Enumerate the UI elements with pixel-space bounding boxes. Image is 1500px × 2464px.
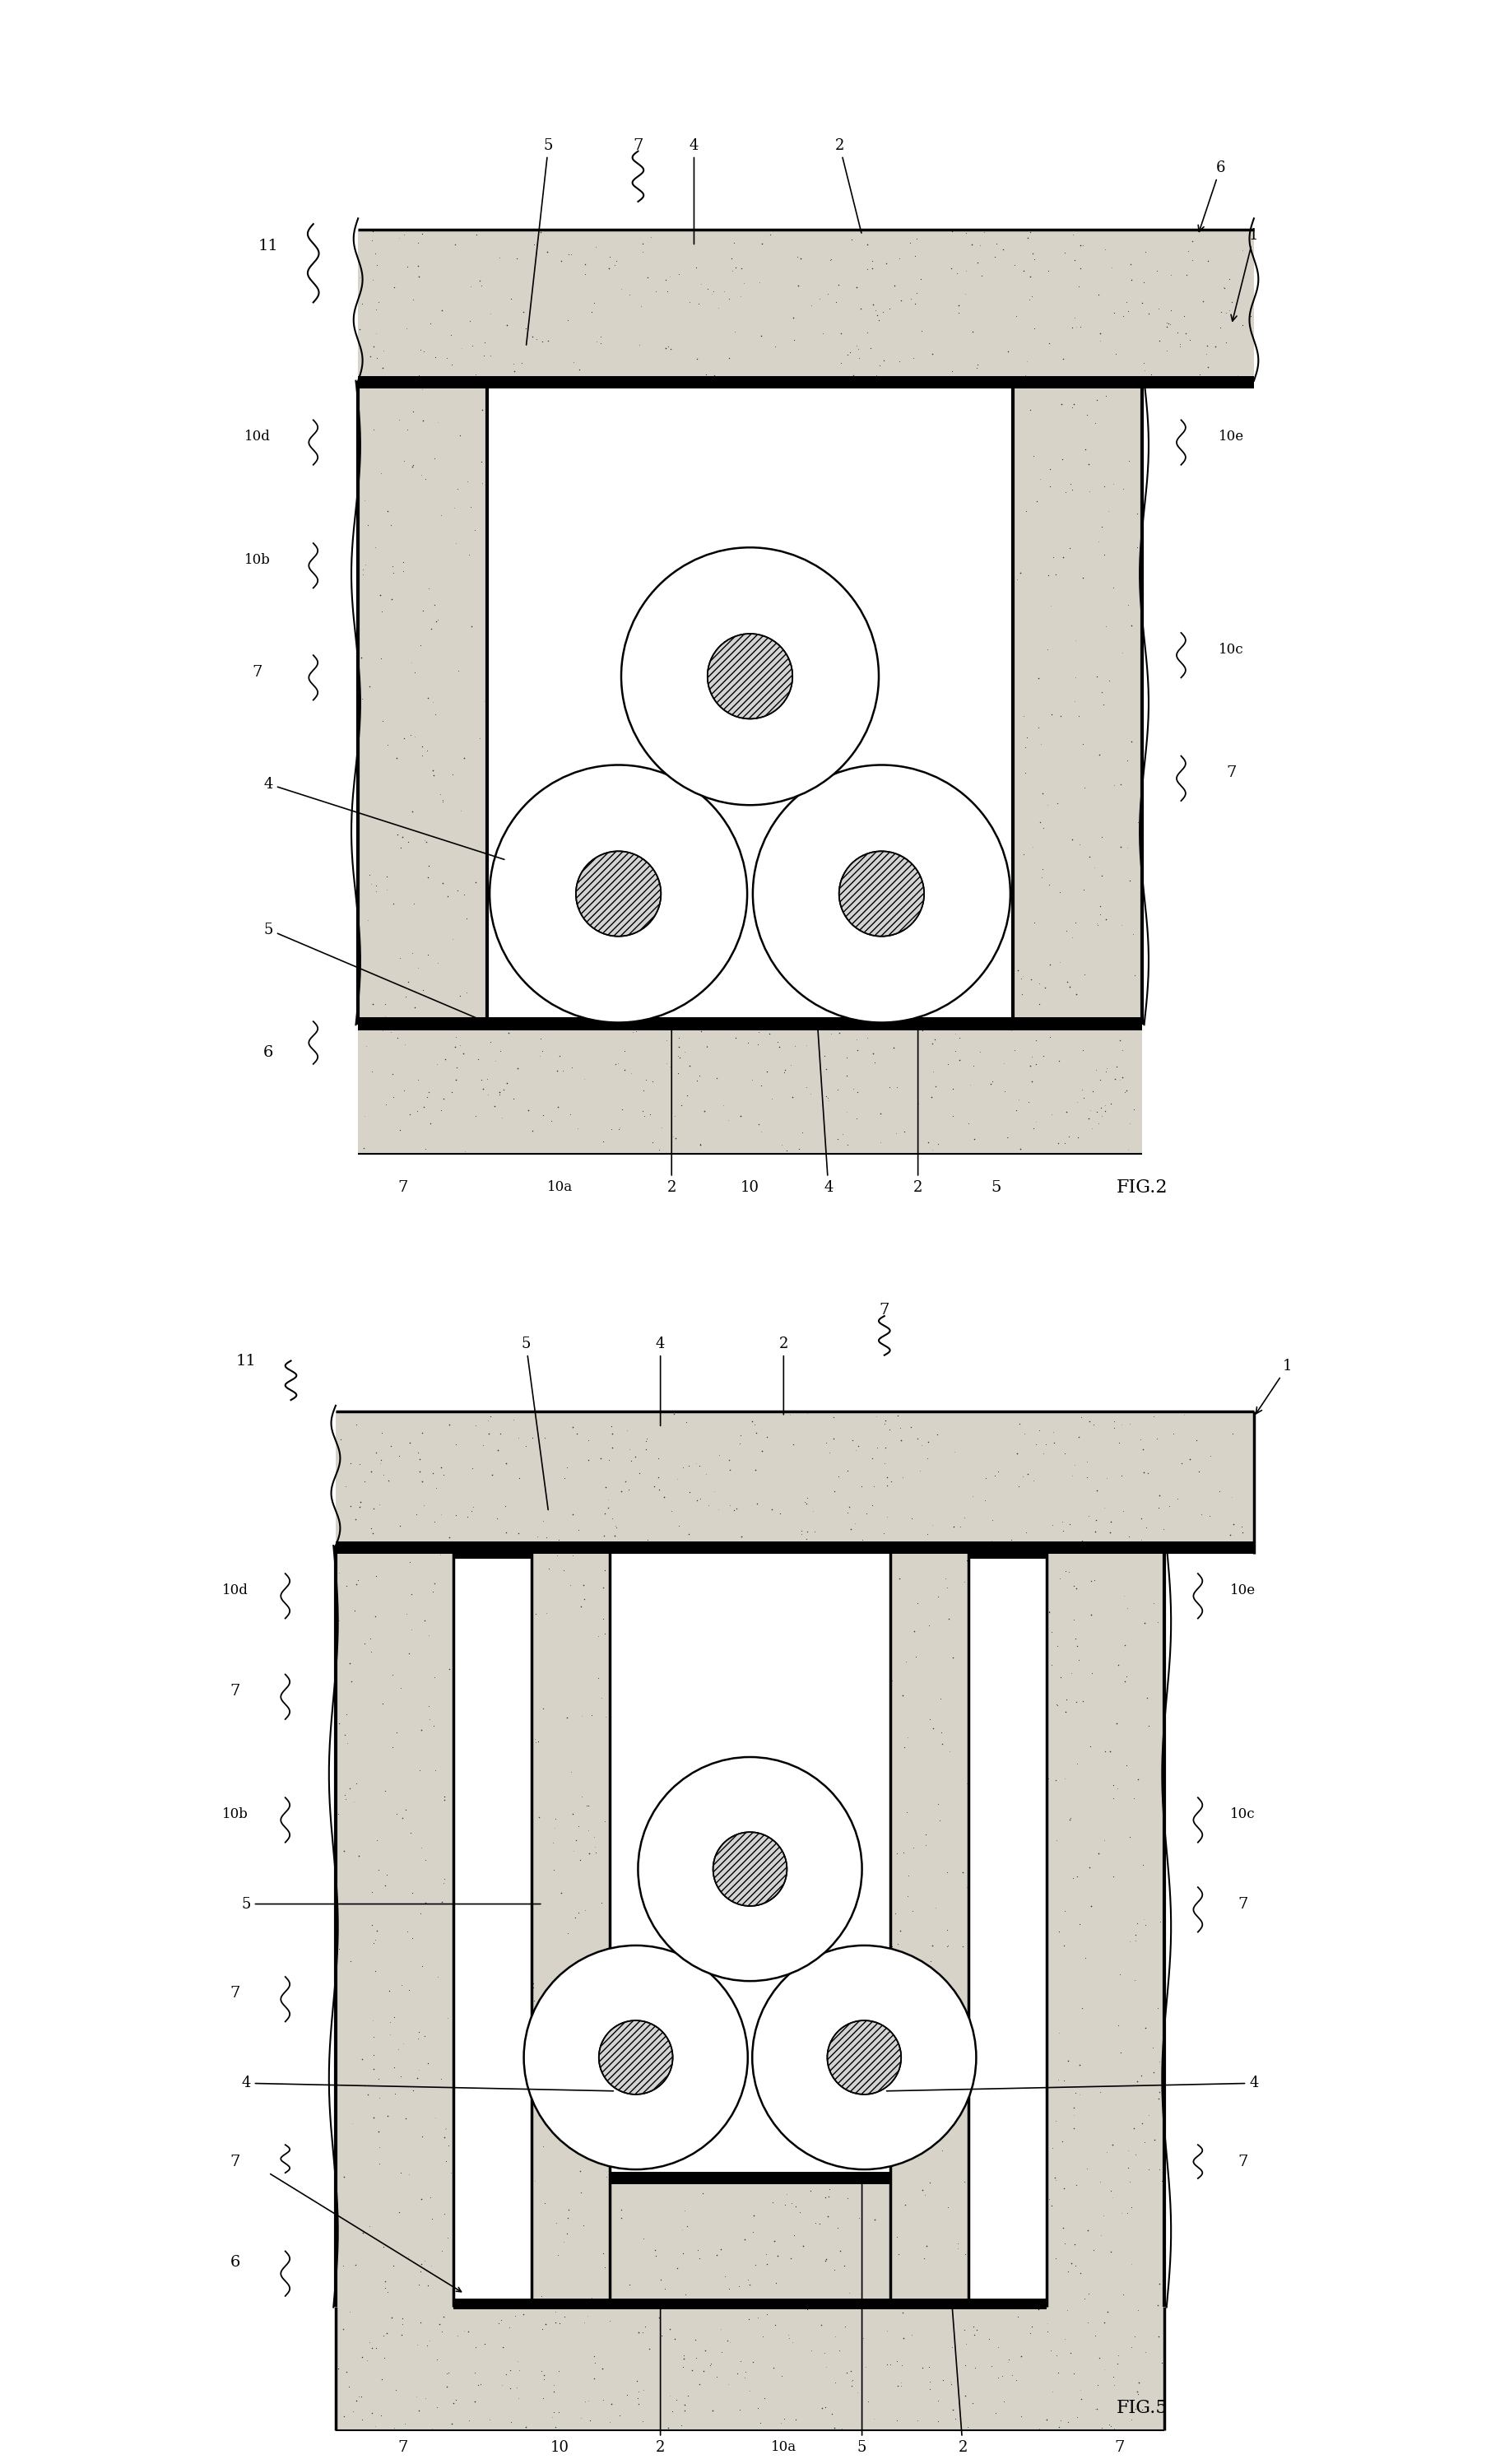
Text: 7: 7 bbox=[879, 1303, 890, 1318]
Bar bbox=[358, 382, 488, 1025]
Bar bbox=[531, 1545, 610, 2306]
Text: 2: 2 bbox=[913, 1023, 922, 1195]
Bar bbox=[336, 1545, 453, 2306]
Bar bbox=[453, 1545, 531, 2306]
Text: 7: 7 bbox=[230, 1683, 240, 1698]
Bar bbox=[1047, 1545, 1164, 2306]
Text: 10e: 10e bbox=[1230, 1584, 1256, 1597]
Text: 11: 11 bbox=[236, 1353, 257, 1368]
Circle shape bbox=[708, 633, 792, 719]
Text: 10b: 10b bbox=[222, 1809, 248, 1821]
Text: 10a: 10a bbox=[548, 1180, 573, 1195]
Text: 1: 1 bbox=[1232, 227, 1258, 320]
Bar bbox=[610, 1540, 889, 1552]
Text: 7: 7 bbox=[252, 665, 262, 680]
Text: 6: 6 bbox=[264, 1045, 273, 1060]
Circle shape bbox=[828, 2020, 901, 2094]
Bar bbox=[610, 2186, 889, 2299]
Text: 10a: 10a bbox=[771, 2439, 796, 2454]
Text: 1: 1 bbox=[1256, 1360, 1292, 1414]
Bar bbox=[890, 1545, 969, 2306]
Bar bbox=[610, 2173, 889, 2186]
Circle shape bbox=[489, 764, 747, 1023]
Text: 6: 6 bbox=[230, 2255, 240, 2269]
Text: 11: 11 bbox=[258, 239, 279, 254]
Text: 10d: 10d bbox=[222, 1584, 248, 1597]
Text: 5: 5 bbox=[242, 1897, 540, 1912]
Text: 2: 2 bbox=[779, 1335, 789, 1414]
Text: FIG.2: FIG.2 bbox=[1116, 1178, 1167, 1195]
Text: 5: 5 bbox=[858, 2176, 867, 2454]
Text: 10: 10 bbox=[550, 2439, 568, 2454]
Text: 4: 4 bbox=[242, 2075, 614, 2092]
Text: 4: 4 bbox=[886, 2075, 1258, 2092]
Text: 2: 2 bbox=[656, 2301, 664, 2454]
Text: 7: 7 bbox=[1238, 2154, 1248, 2168]
Text: 4: 4 bbox=[264, 776, 504, 860]
Text: 7: 7 bbox=[230, 2154, 240, 2168]
Text: 7: 7 bbox=[633, 138, 643, 153]
Text: 6: 6 bbox=[1198, 160, 1226, 232]
Text: 7: 7 bbox=[1227, 766, 1236, 781]
Text: 7: 7 bbox=[230, 1986, 240, 2001]
Text: FIG.5: FIG.5 bbox=[1116, 2400, 1167, 2417]
Circle shape bbox=[753, 764, 1011, 1023]
Bar bbox=[969, 1547, 1047, 1557]
Text: 7: 7 bbox=[1114, 2439, 1125, 2454]
Bar bbox=[358, 1025, 1142, 1153]
Bar bbox=[336, 1412, 1254, 1545]
Text: 5: 5 bbox=[992, 1180, 1002, 1195]
Circle shape bbox=[524, 1947, 748, 2168]
Text: 4: 4 bbox=[690, 138, 699, 244]
Circle shape bbox=[638, 1757, 862, 1981]
Text: 5: 5 bbox=[522, 1335, 548, 1510]
Circle shape bbox=[576, 850, 662, 936]
Bar bbox=[336, 2306, 1164, 2430]
Bar bbox=[453, 1547, 531, 1557]
Text: 5: 5 bbox=[264, 922, 489, 1023]
Text: 7: 7 bbox=[1238, 1897, 1248, 1912]
Bar bbox=[453, 2299, 1047, 2309]
Circle shape bbox=[712, 1833, 788, 1907]
Bar bbox=[358, 1018, 1142, 1030]
Text: 10: 10 bbox=[741, 1180, 759, 1195]
Text: 2: 2 bbox=[836, 138, 861, 234]
Text: 7: 7 bbox=[398, 2439, 408, 2454]
Circle shape bbox=[599, 2020, 672, 2094]
Text: 2: 2 bbox=[668, 1023, 676, 1195]
Text: 10b: 10b bbox=[244, 552, 270, 567]
Text: 10e: 10e bbox=[1218, 429, 1245, 444]
Text: 4: 4 bbox=[656, 1335, 664, 1427]
Circle shape bbox=[752, 1947, 977, 2168]
Text: 2: 2 bbox=[950, 2301, 968, 2454]
Bar bbox=[488, 382, 1013, 1025]
Bar bbox=[1013, 382, 1142, 1025]
Bar bbox=[358, 229, 1254, 382]
Bar bbox=[336, 1540, 1254, 1552]
Text: 7: 7 bbox=[398, 1180, 408, 1195]
Bar bbox=[358, 377, 1254, 389]
Text: 10d: 10d bbox=[244, 429, 270, 444]
Text: 5: 5 bbox=[526, 138, 554, 345]
Circle shape bbox=[839, 850, 924, 936]
Text: 10c: 10c bbox=[1220, 643, 1244, 655]
Circle shape bbox=[621, 547, 879, 806]
Bar bbox=[488, 377, 1013, 389]
Bar bbox=[969, 1545, 1047, 2306]
Text: 10c: 10c bbox=[1230, 1809, 1256, 1821]
Text: 4: 4 bbox=[815, 1023, 833, 1195]
Bar bbox=[610, 1557, 889, 2173]
